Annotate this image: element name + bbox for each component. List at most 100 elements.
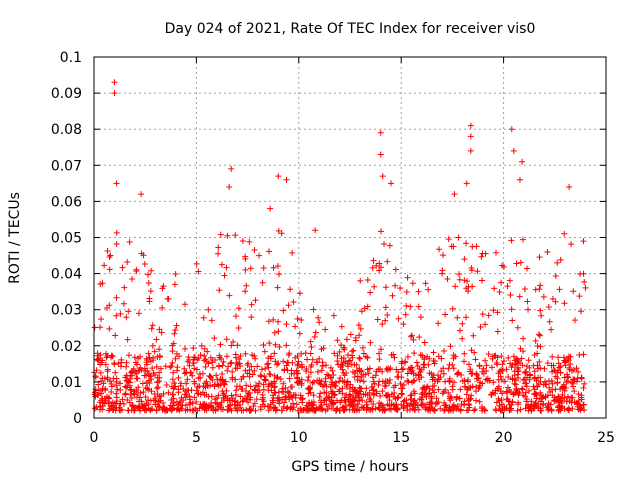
- data-point: [548, 407, 555, 414]
- data-point: [467, 147, 474, 154]
- data-point: [259, 394, 266, 401]
- data-point: [369, 383, 376, 390]
- data-point: [560, 383, 567, 390]
- data-point: [407, 396, 414, 403]
- data-point: [234, 342, 241, 349]
- data-point: [173, 350, 180, 357]
- data-point: [474, 375, 481, 382]
- data-point: [293, 401, 300, 408]
- data-point: [398, 374, 405, 381]
- data-point: [273, 361, 280, 368]
- data-point: [440, 365, 447, 372]
- data-point: [133, 266, 140, 273]
- data-point: [310, 392, 317, 399]
- data-point: [379, 173, 386, 180]
- data-point: [223, 336, 230, 343]
- data-point: [580, 401, 587, 408]
- data-point: [413, 359, 420, 366]
- data-point: [311, 333, 318, 340]
- data-point: [418, 391, 425, 398]
- data-point: [141, 261, 148, 268]
- data-point: [228, 392, 235, 399]
- data-point: [419, 400, 426, 407]
- data-point: [500, 357, 507, 364]
- data-point: [230, 338, 237, 345]
- data-point: [183, 369, 190, 376]
- data-point: [527, 372, 534, 379]
- data-point: [237, 393, 244, 400]
- data-point: [498, 396, 505, 403]
- data-point: [216, 352, 223, 359]
- data-point: [353, 361, 360, 368]
- data-point: [491, 285, 498, 292]
- data-point: [108, 389, 115, 396]
- data-point: [391, 354, 398, 361]
- data-point: [211, 383, 218, 390]
- data-point: [347, 402, 354, 409]
- data-point: [430, 357, 437, 364]
- data-point: [292, 323, 299, 330]
- data-point: [107, 252, 114, 259]
- data-point: [128, 369, 135, 376]
- data-point: [472, 388, 479, 395]
- data-point: [426, 399, 433, 406]
- data-point: [404, 377, 411, 384]
- data-point: [149, 365, 156, 372]
- data-point: [118, 359, 125, 366]
- data-point: [254, 383, 261, 390]
- data-point: [339, 404, 346, 411]
- data-point: [297, 392, 304, 399]
- data-point: [216, 287, 223, 294]
- data-point: [300, 406, 307, 413]
- data-point: [418, 374, 425, 381]
- data-point: [203, 401, 210, 408]
- data-point: [358, 367, 365, 374]
- data-point: [416, 396, 423, 403]
- data-point: [403, 302, 410, 309]
- data-point: [531, 368, 538, 375]
- data-point: [285, 359, 292, 366]
- data-point: [143, 359, 150, 366]
- data-point: [272, 407, 279, 414]
- data-point: [376, 404, 383, 411]
- data-point: [514, 368, 521, 375]
- data-point: [236, 401, 243, 408]
- data-point: [371, 380, 378, 387]
- data-point: [157, 365, 164, 372]
- data-point: [204, 348, 211, 355]
- data-point: [225, 363, 232, 370]
- data-point: [360, 391, 367, 398]
- data-point: [112, 369, 119, 376]
- data-point: [235, 325, 242, 332]
- data-point: [149, 342, 156, 349]
- data-point: [414, 402, 421, 409]
- data-point: [174, 405, 181, 412]
- data-point: [521, 286, 528, 293]
- data-point: [221, 272, 228, 279]
- data-point: [358, 308, 365, 315]
- data-point: [533, 402, 540, 409]
- data-point: [287, 286, 294, 293]
- data-point: [102, 361, 109, 368]
- data-point: [213, 395, 220, 402]
- data-point: [171, 281, 178, 288]
- data-point: [312, 329, 319, 336]
- data-point: [248, 363, 255, 370]
- data-point: [495, 376, 502, 383]
- data-point: [444, 275, 451, 282]
- data-point: [282, 384, 289, 391]
- data-point: [156, 369, 163, 376]
- data-point: [314, 368, 321, 375]
- data-point: [218, 355, 225, 362]
- data-point: [545, 304, 552, 311]
- data-point: [323, 401, 330, 408]
- data-point: [415, 288, 422, 295]
- data-point: [523, 383, 530, 390]
- data-point: [299, 363, 306, 370]
- data-point: [184, 376, 191, 383]
- data-point: [158, 329, 165, 336]
- data-point: [469, 370, 476, 377]
- data-point: [106, 302, 113, 309]
- data-point: [108, 383, 115, 390]
- data-point: [340, 370, 347, 377]
